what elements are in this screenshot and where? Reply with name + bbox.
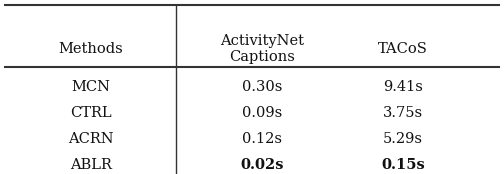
Text: ActivityNet
Captions: ActivityNet Captions [220, 34, 304, 64]
Text: 9.41s: 9.41s [383, 80, 423, 94]
Text: 5.29s: 5.29s [383, 132, 423, 146]
Text: MCN: MCN [71, 80, 110, 94]
Text: ACRN: ACRN [68, 132, 113, 146]
Text: TACoS: TACoS [379, 42, 428, 56]
Text: 0.02s: 0.02s [240, 158, 284, 172]
Text: CTRL: CTRL [70, 106, 111, 120]
Text: 0.12s: 0.12s [242, 132, 282, 146]
Text: 0.15s: 0.15s [382, 158, 425, 172]
Text: 0.09s: 0.09s [242, 106, 282, 120]
Text: 0.30s: 0.30s [242, 80, 282, 94]
Text: Methods: Methods [58, 42, 123, 56]
Text: 3.75s: 3.75s [383, 106, 423, 120]
Text: ABLR: ABLR [70, 158, 112, 172]
